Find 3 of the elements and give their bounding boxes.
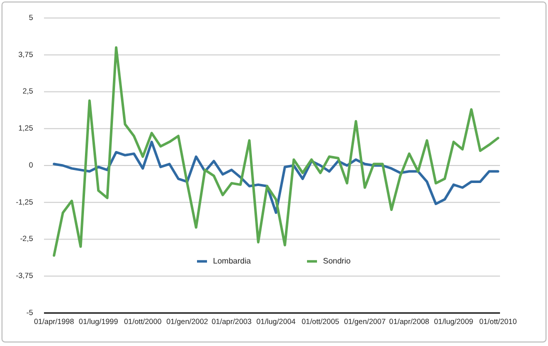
line-series [52, 46, 500, 257]
legend-label: Lombardia [213, 256, 252, 266]
legend-label: Sondrio [323, 256, 352, 266]
